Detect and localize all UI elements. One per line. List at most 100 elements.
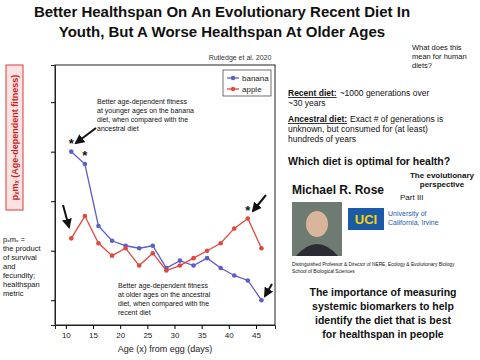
left-note: metric <box>3 289 24 298</box>
takeaway: systemic biomarkers to help <box>312 300 454 312</box>
y-tick <box>51 251 55 252</box>
x-tick-label: 10 <box>62 331 71 340</box>
photo <box>292 202 342 256</box>
series-point <box>150 243 155 248</box>
series-point <box>178 258 183 263</box>
series-point <box>246 278 251 283</box>
y-tick <box>51 201 55 202</box>
diet-text: ~1000 generations over <box>340 88 430 98</box>
takeaway: for healthspan in people <box>322 328 444 340</box>
x-tick: 30 <box>171 325 180 340</box>
series-point <box>218 241 223 246</box>
annotation: recent diet <box>118 309 151 316</box>
x-tick-label: 15 <box>89 331 98 340</box>
y-tick-mark <box>51 152 55 153</box>
left-note: the product <box>3 244 41 253</box>
y-axis <box>51 66 56 326</box>
series-line <box>71 216 261 270</box>
series-point <box>178 263 183 268</box>
series-line <box>71 152 261 301</box>
y-tick <box>51 152 55 153</box>
series-point <box>110 239 115 244</box>
x-axis-title: Age (x) from egg (days) <box>118 344 213 354</box>
series-point <box>137 246 142 251</box>
title: Better Healthspan On An Evolutionary Rec… <box>34 3 410 20</box>
y-tick <box>51 300 55 301</box>
subtitle: perspective <box>420 180 465 189</box>
x-tick-label: 20 <box>116 331 125 340</box>
x-tick-mark <box>66 325 67 329</box>
diet-text: hundreds of years <box>288 134 356 144</box>
x-axis-line <box>56 326 276 330</box>
diet-label: Recent diet: <box>288 88 337 98</box>
y-tick-mark <box>51 251 55 252</box>
question: diets? <box>412 61 432 70</box>
legend-label: apple <box>242 85 262 94</box>
series-point <box>137 263 142 268</box>
legend-marker <box>231 87 235 91</box>
annotation: diet, when compared with the <box>118 300 209 308</box>
y-tick-mark <box>51 201 55 202</box>
series-point <box>205 248 210 253</box>
series-point <box>164 268 169 273</box>
annotation: at older ages on the ancestral <box>118 291 211 299</box>
x-tick: 35 <box>198 325 207 340</box>
x-tick-mark <box>147 325 148 329</box>
x-tick-mark <box>202 325 203 329</box>
source: Rutledge et al. 2020 <box>209 54 272 62</box>
annotation-marker: * <box>245 203 251 218</box>
x-tick-mark <box>229 325 230 329</box>
series-point <box>232 273 237 278</box>
title: Youth, But A Worse Healthspan At Older A… <box>59 23 385 40</box>
diet-text: unknown, but consumed for (at least) <box>288 124 428 134</box>
series-point <box>83 214 88 219</box>
left-note: fecundity; <box>3 271 35 280</box>
legend-marker <box>231 76 235 80</box>
series-point <box>69 236 74 241</box>
series-point <box>259 298 264 303</box>
diet-label: Ancestral diet: <box>288 114 347 124</box>
series-point <box>191 256 196 261</box>
left-note: of survival <box>3 253 37 262</box>
arrow <box>63 205 69 227</box>
diet-line: Ancestral diet:Exact # of generations is <box>288 114 443 124</box>
takeaway: identify the diet that is best <box>315 314 451 326</box>
x-tick-label: 30 <box>171 331 180 340</box>
x-tick-mark <box>256 325 257 329</box>
annotation: ancestral diet <box>97 125 139 132</box>
series-point <box>96 224 101 229</box>
annotation-marker: * <box>69 136 75 151</box>
speaker: Michael R. Rose <box>292 183 384 197</box>
x-tick-mark <box>93 325 94 329</box>
series-point <box>150 251 155 256</box>
legend-box <box>223 70 271 96</box>
series-point <box>232 226 237 231</box>
annotation: Better age-dependent fitness <box>97 98 187 106</box>
x-tick: 40 <box>225 325 234 340</box>
photo-body <box>296 244 338 256</box>
question-main: Which diet is optimal for health? <box>288 155 450 167</box>
series-point <box>205 256 210 261</box>
series-point <box>110 253 115 258</box>
x-tick-label: 45 <box>252 331 261 340</box>
x-tick: 45 <box>252 325 261 340</box>
series-point <box>259 246 264 251</box>
y-axis-title: pₓmₓ (Age-dependent fitness) <box>10 75 20 201</box>
x-tick-mark <box>175 325 176 329</box>
series-point <box>218 266 223 271</box>
x-tick: 20 <box>116 325 125 340</box>
diet-line: Recent diet:~1000 generations over <box>288 88 429 98</box>
diet-text: Exact # of generations is <box>350 114 443 124</box>
left-note: pₓmₓ = <box>3 235 25 244</box>
plot-frame <box>55 65 275 325</box>
left-note: healthspan <box>3 280 40 289</box>
arrow <box>253 195 266 211</box>
part: Part III <box>400 193 424 202</box>
x-tick-label: 40 <box>225 331 234 340</box>
series-point <box>191 263 196 268</box>
annotation: Better age-dependent fitness <box>118 282 208 290</box>
legend: banana apple <box>223 70 271 96</box>
question: What does this <box>412 43 462 52</box>
legend-label: banana <box>242 74 269 83</box>
x-tick: 25 <box>143 325 152 340</box>
